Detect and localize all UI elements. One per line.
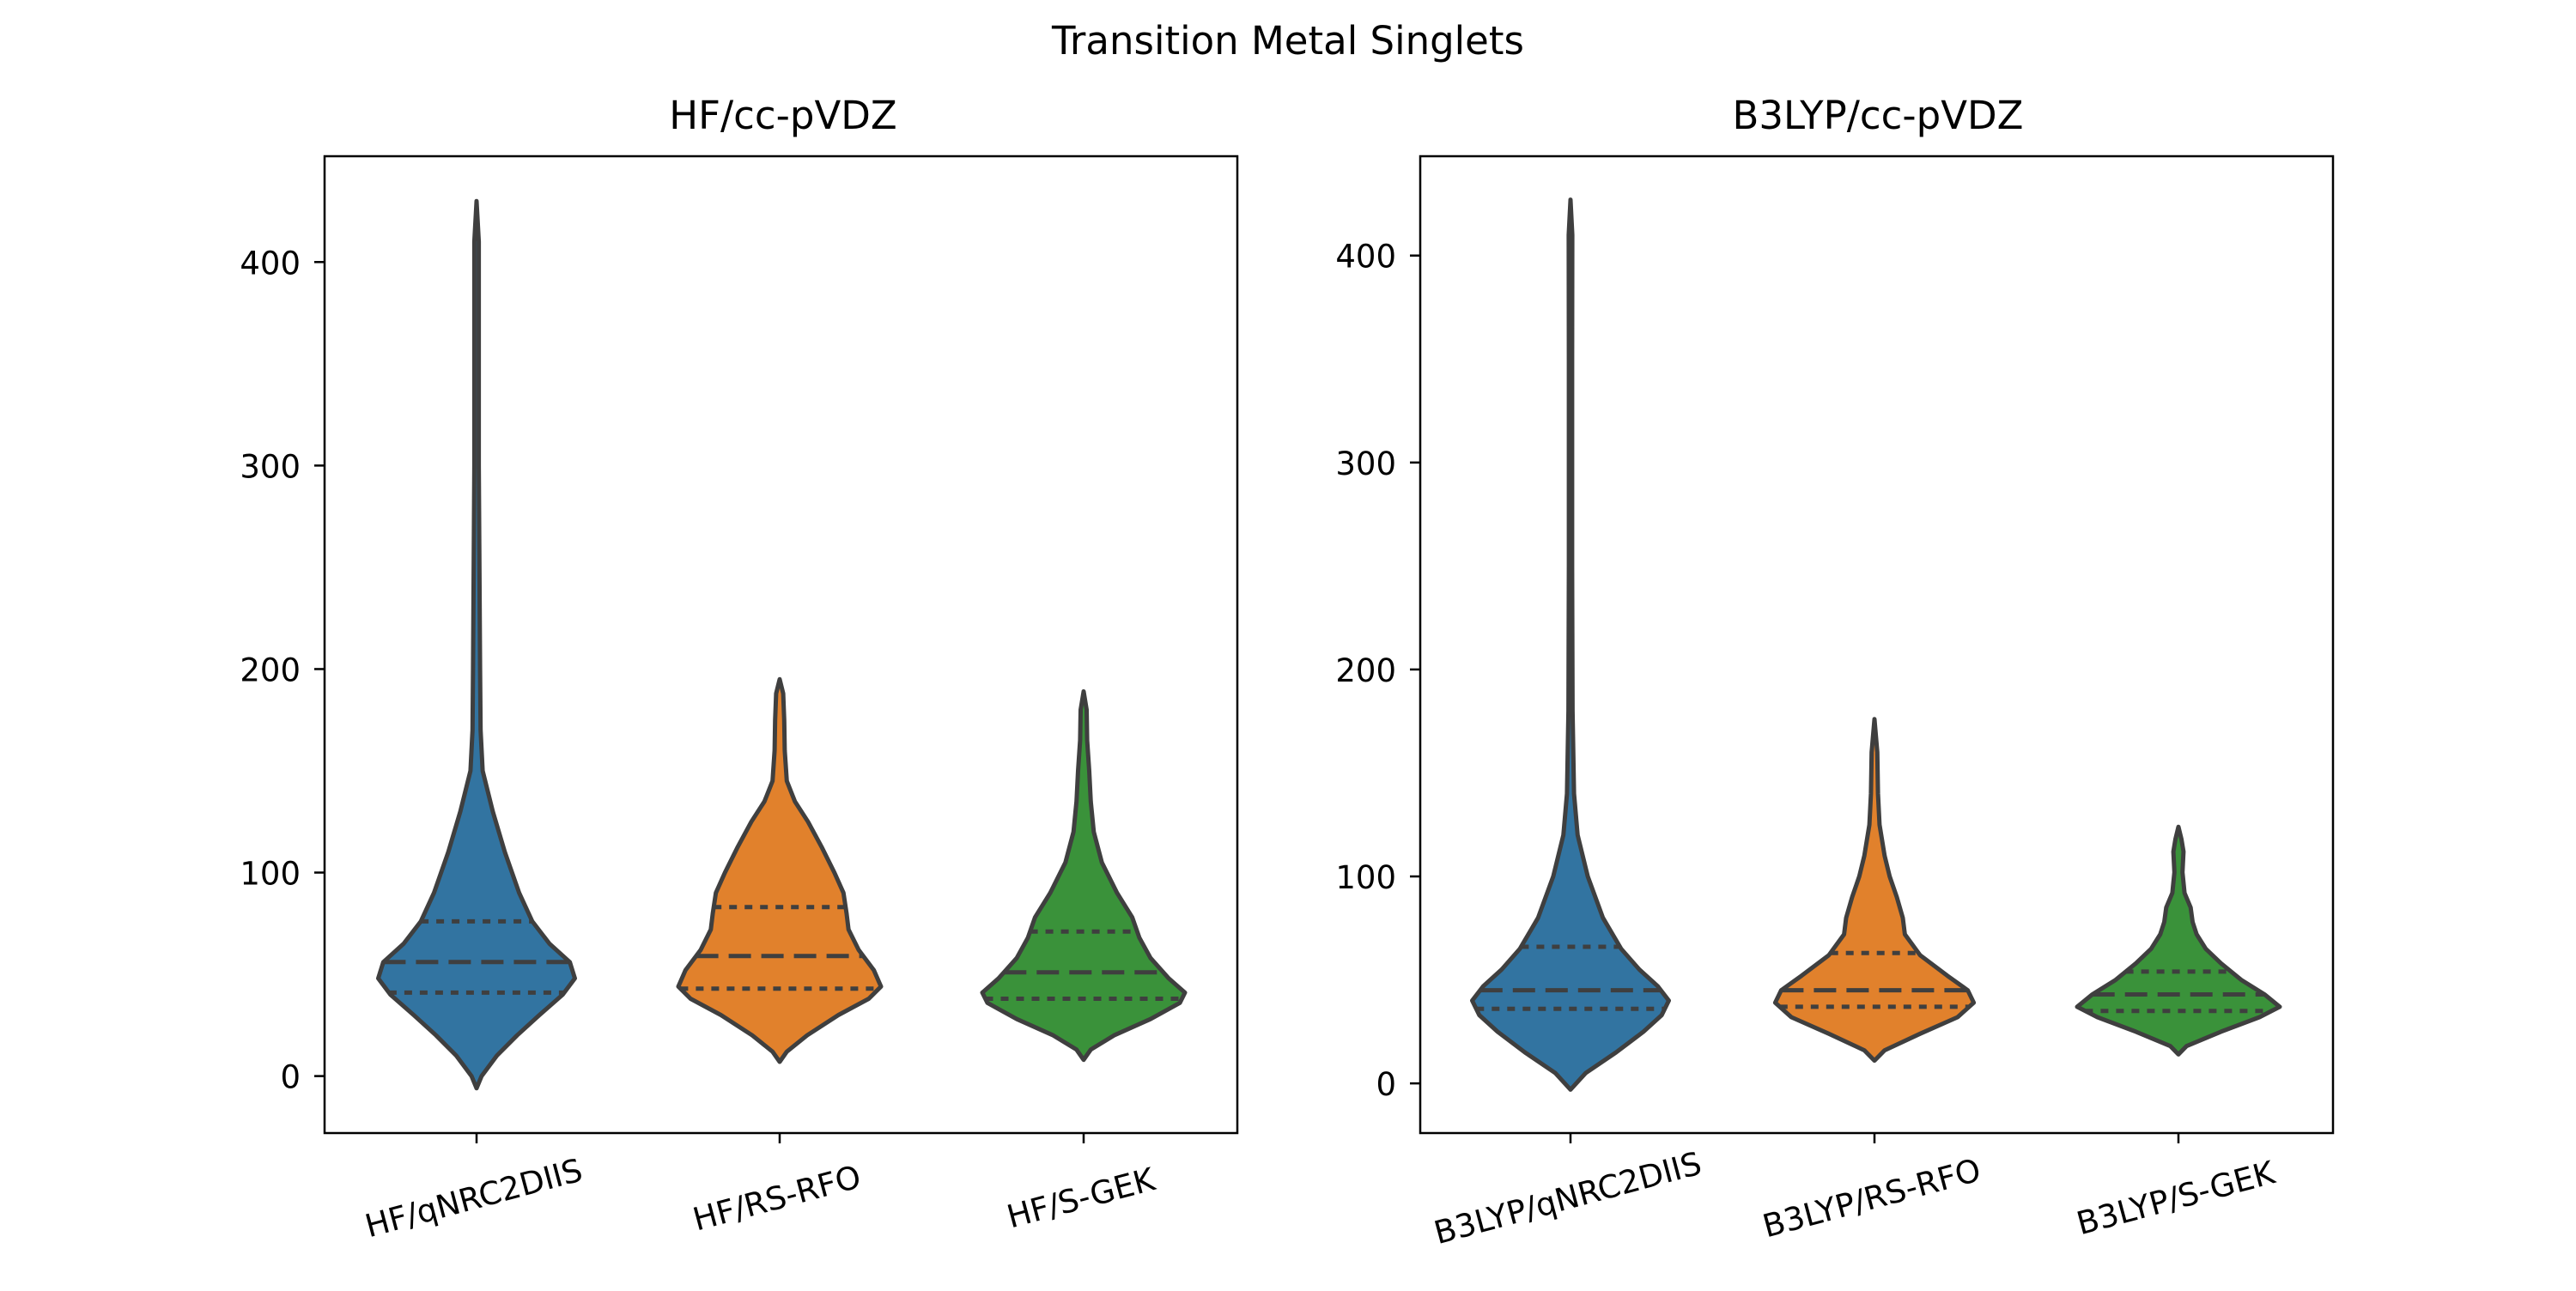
- y-tick-label: 400: [1335, 239, 1396, 276]
- axes-frame: [1419, 155, 2335, 1135]
- y-tick-label: 0: [280, 1059, 301, 1096]
- violin-b3lyp-s-gek: [2075, 824, 2282, 1057]
- violin-hf-qnrc2diis: [376, 198, 577, 1091]
- axes-frame: [323, 155, 1239, 1135]
- y-tick-label: 200: [1335, 652, 1396, 689]
- left-subplot-title: HF/cc-pVDZ: [669, 93, 896, 138]
- violin-hf-rs-rfo: [676, 676, 884, 1064]
- left-subplot: HF/cc-pVDZ 0 100 200 300 400 HF/qNRC2DIIS HF/R…: [240, 93, 1239, 1246]
- y-tick-label: 300: [240, 448, 301, 485]
- y-tick-label: 400: [240, 245, 301, 282]
- violin-hf-s-gek: [980, 689, 1188, 1063]
- x-tick-label-b3lyp-rs-rfo: B3LYP/RS-RFO: [1759, 1151, 1984, 1245]
- x-tick-label-hf-qnrc2diis: HF/qNRC2DIIS: [361, 1152, 586, 1246]
- y-tick-label: 200: [240, 652, 301, 688]
- right-subplot-title: B3LYP/cc-pVDZ: [1733, 93, 2024, 138]
- y-tick-label: 100: [1335, 859, 1396, 896]
- x-tick-label-hf-rs-rfo: HF/RS-RFO: [689, 1158, 865, 1238]
- x-tick-label-b3lyp-s-gek: B3LYP/S-GEK: [2073, 1154, 2280, 1242]
- violin-b3lyp-rs-rfo: [1772, 717, 1977, 1064]
- x-tick-label-b3lyp-qnrc2diis: B3LYP/qNRC2DIIS: [1431, 1145, 1705, 1252]
- figure-title: Transition Metal Singlets: [1051, 18, 1524, 64]
- y-tick-label: 100: [240, 856, 301, 893]
- y-tick-label: 0: [1376, 1066, 1396, 1103]
- right-subplot: B3LYP/cc-pVDZ 0 100 200 300 400 B3LYP/qNRC2DI…: [1335, 93, 2335, 1252]
- y-tick-label: 300: [1335, 445, 1396, 482]
- x-tick-label-hf-s-gek: HF/S-GEK: [1003, 1161, 1160, 1236]
- violin-b3lyp-qnrc2diis: [1470, 197, 1671, 1092]
